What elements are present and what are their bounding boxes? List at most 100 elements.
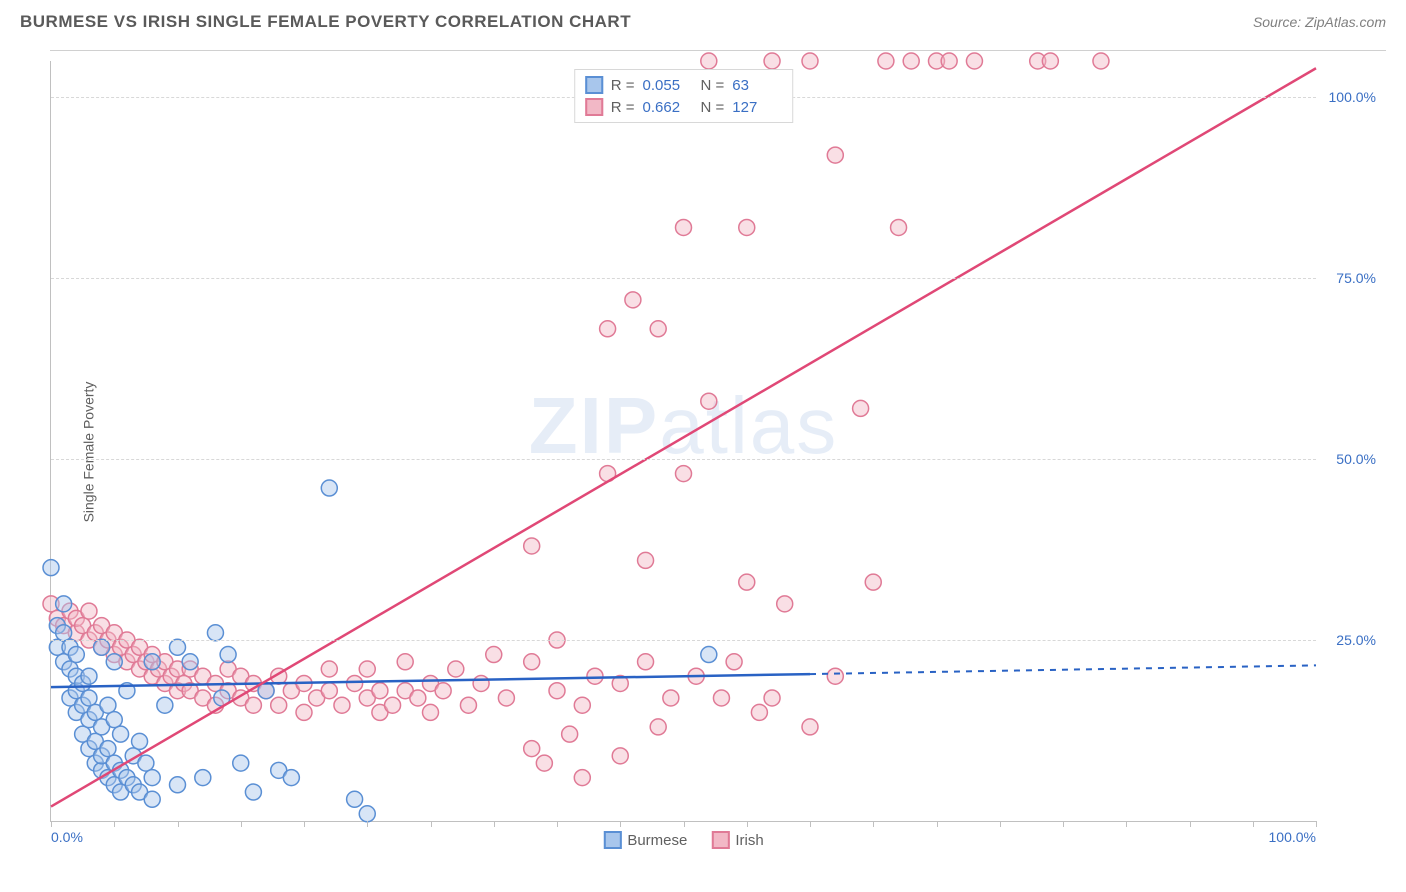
data-point	[625, 292, 641, 308]
header: BURMESE VS IRISH SINGLE FEMALE POVERTY C…	[0, 0, 1406, 40]
x-tick	[1190, 821, 1191, 827]
data-point	[498, 690, 514, 706]
r-label: R =	[611, 77, 635, 94]
data-point	[726, 654, 742, 670]
x-tick	[810, 821, 811, 827]
data-point	[233, 755, 249, 771]
grid-line	[51, 640, 1316, 641]
data-point	[296, 704, 312, 720]
data-point	[170, 639, 186, 655]
y-tick-label: 25.0%	[1336, 632, 1376, 648]
data-point	[448, 661, 464, 677]
r-value-burmese: 0.055	[643, 77, 693, 94]
n-label: N =	[701, 99, 725, 116]
data-point	[372, 683, 388, 699]
x-tick-label: 0.0%	[51, 829, 83, 845]
data-point	[650, 719, 666, 735]
data-point	[1093, 53, 1109, 69]
data-point	[1042, 53, 1058, 69]
data-point	[612, 748, 628, 764]
data-point	[903, 53, 919, 69]
data-point	[170, 777, 186, 793]
data-point	[271, 697, 287, 713]
grid-line	[51, 278, 1316, 279]
x-tick	[937, 821, 938, 827]
grid-line	[51, 459, 1316, 460]
data-point	[701, 647, 717, 663]
x-tick	[178, 821, 179, 827]
data-point	[676, 466, 692, 482]
data-point	[638, 552, 654, 568]
data-point	[56, 596, 72, 612]
data-point	[321, 661, 337, 677]
data-point	[359, 661, 375, 677]
legend-label-burmese: Burmese	[627, 832, 687, 849]
data-point	[347, 791, 363, 807]
data-point	[207, 625, 223, 641]
x-tick	[557, 821, 558, 827]
data-point	[701, 53, 717, 69]
n-value-irish: 127	[732, 99, 782, 116]
data-point	[764, 53, 780, 69]
r-label: R =	[611, 99, 635, 116]
data-point	[562, 726, 578, 742]
data-point	[56, 625, 72, 641]
data-point	[359, 806, 375, 822]
data-point	[701, 393, 717, 409]
data-point	[106, 712, 122, 728]
trend-line	[51, 68, 1316, 806]
plot-area: ZIPatlas R = 0.055 N = 63 R = 0.662 N = …	[50, 61, 1316, 822]
data-point	[600, 321, 616, 337]
chart-title: BURMESE VS IRISH SINGLE FEMALE POVERTY C…	[20, 12, 631, 32]
x-tick	[873, 821, 874, 827]
data-point	[891, 219, 907, 235]
data-point	[650, 321, 666, 337]
data-point	[397, 654, 413, 670]
data-point	[638, 654, 654, 670]
data-point	[574, 697, 590, 713]
data-point	[157, 697, 173, 713]
stats-row-burmese: R = 0.055 N = 63	[585, 74, 783, 96]
x-tick-label: 100.0%	[1269, 829, 1316, 845]
data-point	[100, 741, 116, 757]
data-point	[410, 690, 426, 706]
y-tick-label: 75.0%	[1336, 270, 1376, 286]
data-point	[220, 647, 236, 663]
data-point	[966, 53, 982, 69]
data-point	[138, 755, 154, 771]
data-point	[764, 690, 780, 706]
data-point	[106, 654, 122, 670]
x-tick	[1316, 821, 1317, 827]
stats-legend: R = 0.055 N = 63 R = 0.662 N = 127	[574, 69, 794, 123]
swatch-burmese	[585, 76, 603, 94]
x-tick	[367, 821, 368, 827]
x-tick	[747, 821, 748, 827]
data-point	[473, 675, 489, 691]
data-point	[245, 697, 261, 713]
chart-container: Single Female Poverty ZIPatlas R = 0.055…	[50, 50, 1386, 852]
data-point	[853, 400, 869, 416]
data-point	[751, 704, 767, 720]
data-point	[739, 574, 755, 590]
data-point	[802, 719, 818, 735]
x-tick	[1000, 821, 1001, 827]
data-point	[94, 639, 110, 655]
n-label: N =	[701, 77, 725, 94]
legend-swatch-irish	[711, 831, 729, 849]
x-tick	[684, 821, 685, 827]
r-value-irish: 0.662	[643, 99, 693, 116]
data-point	[941, 53, 957, 69]
data-point	[144, 791, 160, 807]
data-point	[878, 53, 894, 69]
data-point	[43, 560, 59, 576]
data-point	[865, 574, 881, 590]
x-tick	[1063, 821, 1064, 827]
data-point	[182, 654, 198, 670]
data-point	[827, 147, 843, 163]
data-point	[283, 770, 299, 786]
data-point	[486, 647, 502, 663]
data-point	[536, 755, 552, 771]
data-point	[132, 733, 148, 749]
data-point	[100, 697, 116, 713]
x-tick	[431, 821, 432, 827]
